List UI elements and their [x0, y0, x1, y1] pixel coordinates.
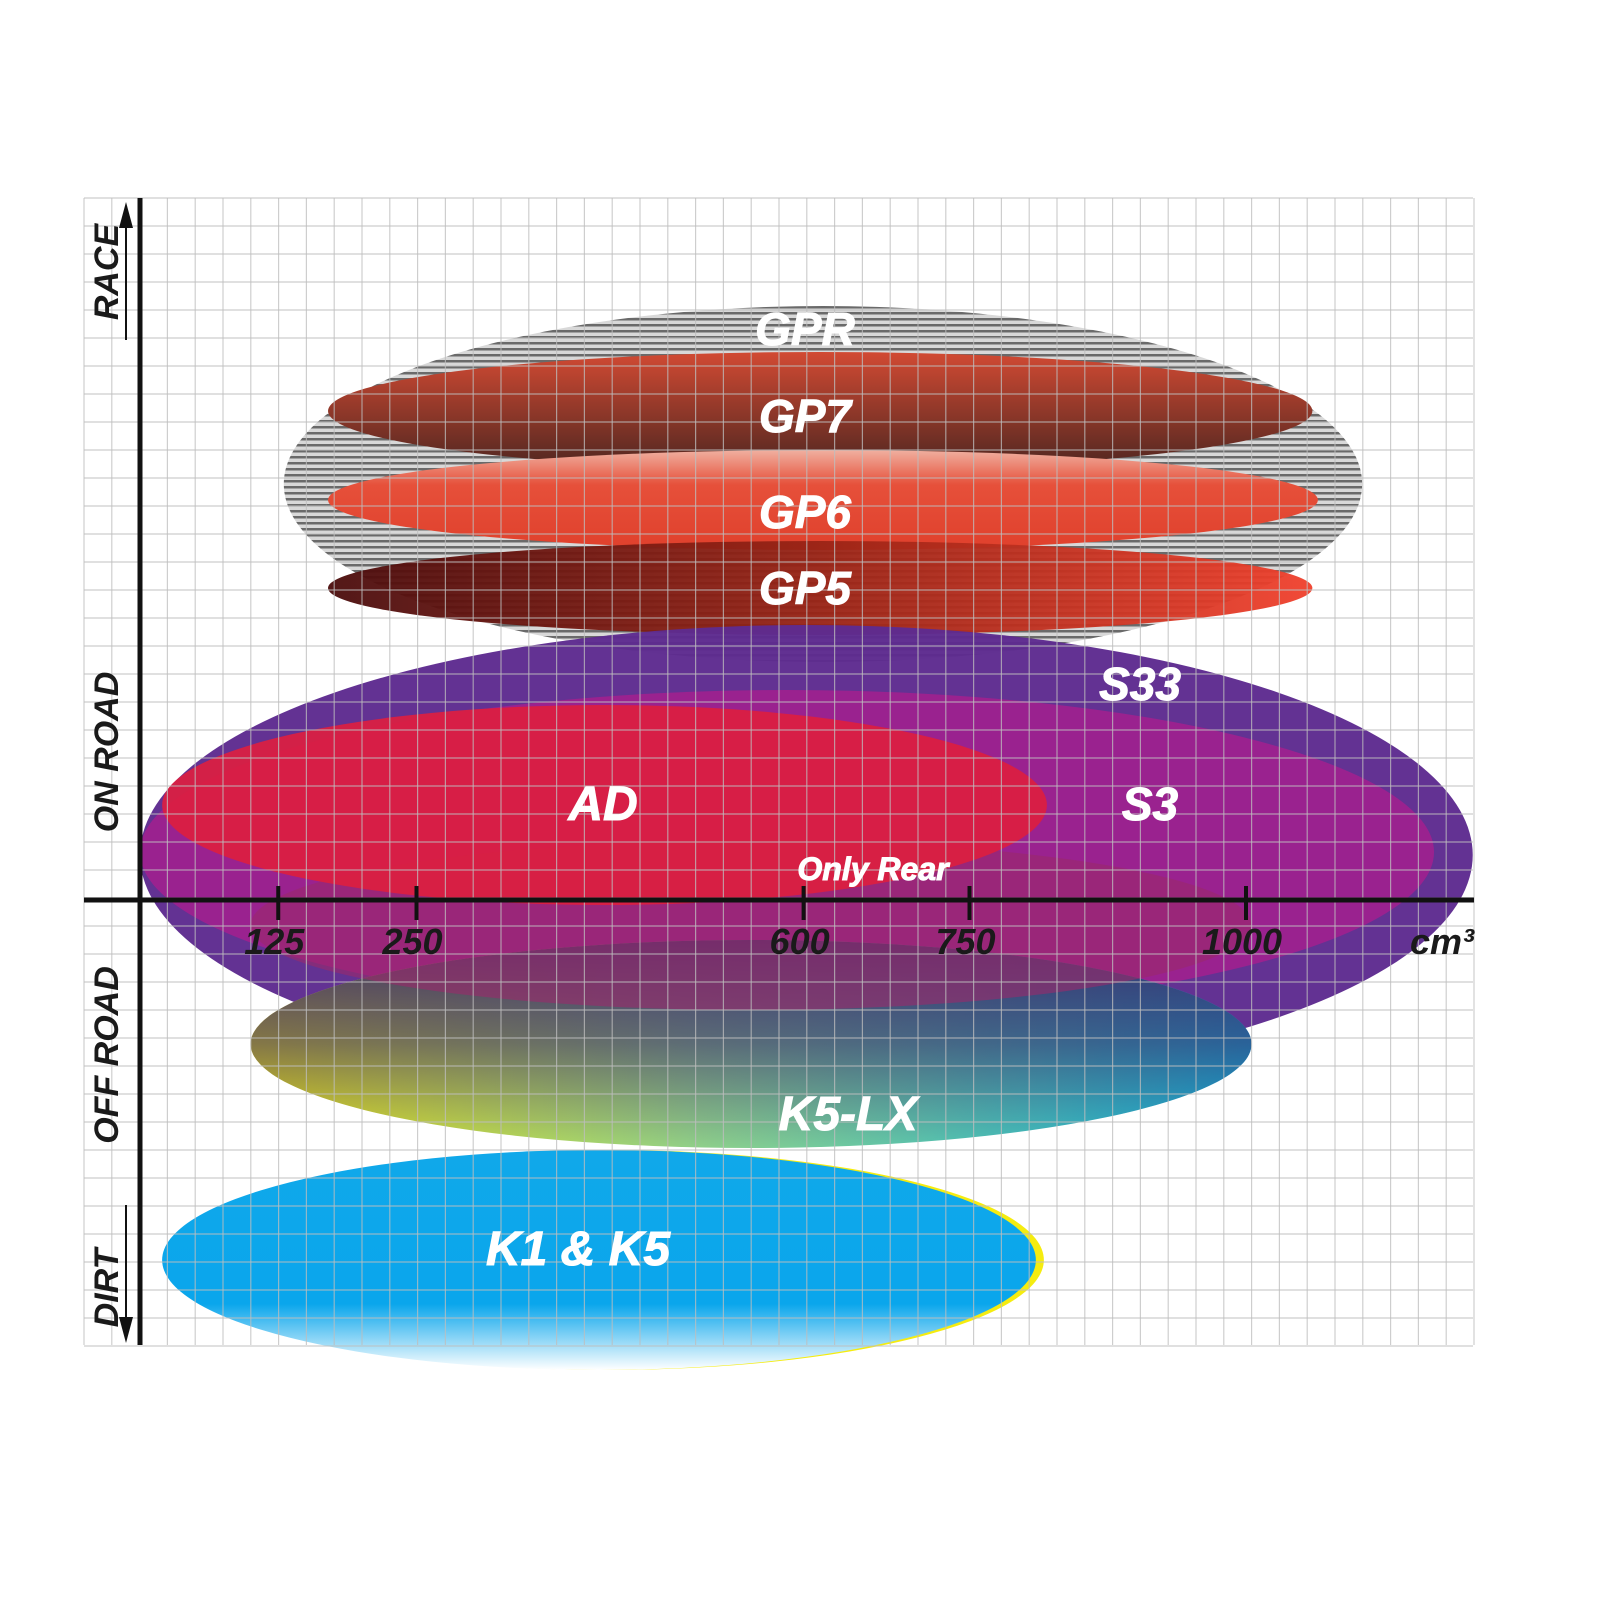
ellipse-ad	[162, 705, 1047, 905]
ellipse-gp6	[328, 450, 1318, 550]
series-label: K1 & K5	[486, 1223, 671, 1276]
series-label: GP5	[759, 562, 852, 614]
ellipse-k1-k5	[162, 1150, 1036, 1370]
x-tick-label: 600	[770, 921, 830, 962]
arrow-down-icon	[119, 1317, 133, 1343]
arrow-up-icon	[119, 202, 133, 228]
ellipse-gp5	[328, 541, 1313, 635]
series-label: GPR	[755, 303, 855, 355]
x-axis-label: cm³	[1410, 921, 1475, 962]
series-label: AD	[567, 778, 637, 831]
y-category-label: DIRT	[88, 1245, 126, 1327]
x-tick-label: 750	[935, 921, 995, 962]
x-tick-label: 1000	[1202, 921, 1282, 962]
ellipse-gp7	[328, 352, 1313, 470]
x-tick-label: 125	[244, 921, 305, 962]
y-category-label: ON ROAD	[88, 672, 126, 833]
series-label: Only Rear	[797, 851, 950, 887]
series-label: K5-LX	[779, 1088, 921, 1141]
x-tick-label: 250	[381, 921, 442, 962]
y-category-label: RACE	[88, 223, 126, 321]
series-label: S3	[1122, 778, 1179, 830]
y-category-label: OFF ROAD	[88, 966, 126, 1144]
series-label: S33	[1099, 658, 1181, 710]
series-label: GP7	[759, 390, 853, 442]
series-label: GP6	[759, 486, 851, 538]
